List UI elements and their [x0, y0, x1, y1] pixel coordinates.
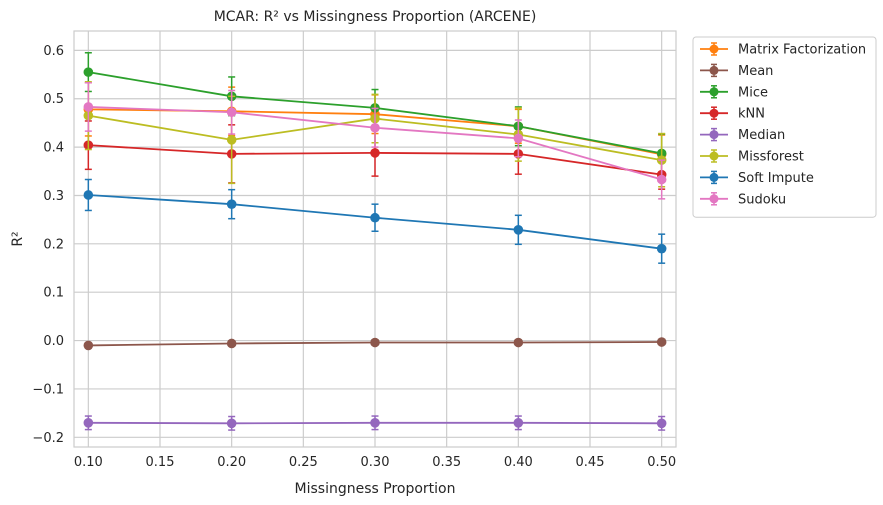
y-tick-label: 0.5 — [43, 92, 64, 107]
y-tick-label: 0.1 — [43, 286, 64, 301]
legend-item: Missforest — [700, 149, 804, 165]
data-point — [83, 418, 94, 428]
x-tick-label: 0.15 — [146, 455, 175, 470]
data-point — [513, 337, 524, 348]
data-point — [226, 199, 237, 209]
legend-marker — [709, 44, 719, 54]
legend-label: Missforest — [738, 150, 804, 165]
data-point — [83, 67, 94, 77]
data-point — [370, 212, 380, 223]
legend-item: Matrix Factorization — [700, 42, 866, 58]
legend-label: Mean — [738, 64, 773, 79]
legend-item: Mean — [700, 63, 773, 79]
data-point — [83, 102, 94, 112]
y-tick-label: −0.1 — [32, 382, 64, 397]
legend-label: Matrix Factorization — [738, 43, 866, 58]
series — [83, 82, 667, 200]
legend-marker — [709, 194, 719, 204]
x-tick-label: 0.45 — [576, 455, 605, 470]
x-tick-label: 0.50 — [647, 455, 676, 470]
legend: Matrix Factorization Mean Mice kNN Median Mis… — [692, 36, 877, 218]
x-axis-title: Missingness Proportion — [295, 481, 456, 497]
y-tick-label: 0.4 — [43, 141, 64, 156]
x-tick-label: 0.40 — [504, 455, 533, 470]
legend-label: Sudoku — [738, 192, 786, 207]
x-tick-label: 0.10 — [74, 455, 103, 470]
data-point — [370, 337, 380, 348]
legend-marker — [709, 172, 719, 182]
legend-marker — [709, 108, 719, 118]
x-tick-label: 0.30 — [361, 455, 390, 470]
legend-box — [692, 36, 877, 218]
x-tick-label: 0.20 — [217, 455, 246, 470]
data-point — [83, 340, 94, 351]
data-point — [370, 148, 380, 158]
data-point — [370, 122, 380, 133]
series-group — [83, 52, 667, 431]
data-point — [656, 174, 667, 185]
series — [83, 415, 667, 431]
data-point — [656, 337, 667, 347]
legend-marker — [709, 151, 719, 161]
data-point — [226, 107, 237, 118]
y-tick-labels: −0.2 −0.1 0.0 0.1 0.2 0.3 0.4 0.5 0.6 — [32, 44, 64, 446]
data-point — [656, 418, 667, 429]
data-point — [226, 418, 237, 429]
legend-label: kNN — [738, 107, 765, 122]
legend-marker — [709, 87, 719, 97]
data-point — [513, 418, 524, 428]
data-point — [656, 243, 667, 254]
data-point — [513, 225, 524, 235]
y-tick-label: 0.6 — [43, 44, 64, 59]
data-point — [513, 133, 524, 144]
x-tick-label: 0.25 — [289, 455, 318, 470]
x-tick-label: 0.35 — [432, 455, 461, 470]
series — [83, 178, 667, 264]
data-point — [370, 418, 380, 428]
legend-marker — [709, 130, 719, 140]
legend-item: kNN — [700, 106, 765, 122]
y-tick-label: 0.0 — [43, 334, 64, 349]
plot-frame — [73, 30, 677, 448]
data-point — [226, 135, 237, 145]
legend-item: Sudoku — [700, 192, 786, 207]
x-tick-labels: 0.10 0.15 0.20 0.25 0.30 0.35 0.40 0.45 0.50 — [74, 455, 676, 470]
y-tick-label: 0.2 — [43, 237, 64, 252]
y-tick-label: −0.2 — [32, 431, 64, 446]
legend-item: Median — [700, 127, 785, 143]
legend-label: Median — [738, 128, 785, 143]
data-point — [83, 190, 94, 200]
legend-label: Soft Impute — [738, 171, 814, 186]
data-point — [226, 338, 237, 349]
legend-marker — [709, 65, 719, 75]
legend-label: Mice — [738, 85, 768, 100]
legend-item: Mice — [700, 85, 768, 100]
y-axis-title: R² — [10, 231, 26, 246]
y-tick-label: 0.3 — [43, 189, 64, 204]
series — [83, 337, 667, 351]
legend-item: Soft Impute — [700, 170, 814, 186]
chart-title: MCAR: R² vs Missingness Proportion (ARCE… — [214, 9, 537, 25]
